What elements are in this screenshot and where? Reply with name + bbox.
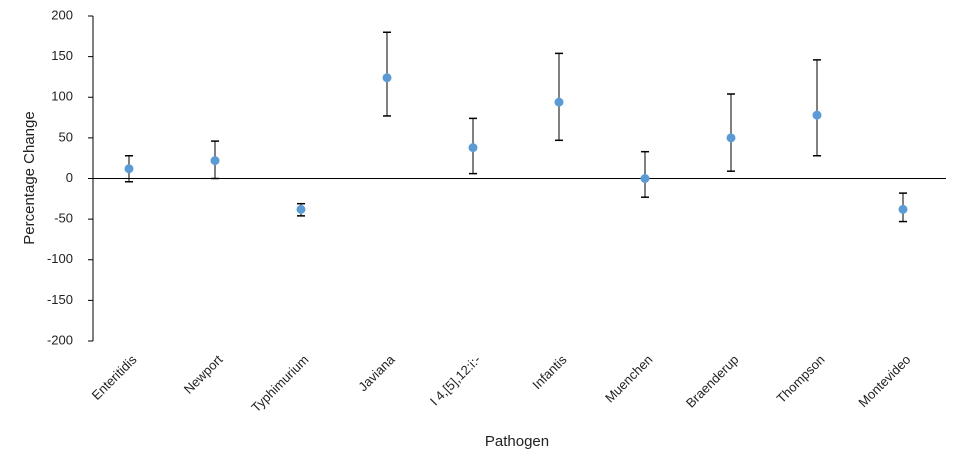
y-tick-label: -100 [47,251,73,266]
x-tick-label: I 4,[5],12:i:- [427,352,484,409]
x-tick-label: Montevideo [855,352,913,410]
x-tick-label: Thompson [774,352,828,406]
point [726,133,736,143]
x-axis-title: Pathogen [485,433,549,450]
point [210,156,220,166]
point [898,204,908,214]
point [296,204,306,214]
y-tick-label: -150 [47,292,73,307]
x-tick-label: Javiana [355,351,398,394]
y-tick-label: 100 [51,89,73,104]
x-tick-label: Newport [181,352,226,397]
x-tick-label: Muenchen [602,352,656,406]
point [124,164,134,174]
y-axis-title: Percentage Change [21,111,38,244]
x-tick-label: Typhimurium [248,352,311,415]
point [468,143,478,153]
y-tick-label: 50 [59,129,73,144]
y-tick-label: -50 [54,211,73,226]
x-tick-label: Braenderup [683,352,742,411]
point [554,97,564,107]
point [640,174,650,183]
y-tick-label: -200 [47,332,73,347]
y-tick-label: 150 [51,48,73,63]
x-tick-label: Infantis [529,352,570,393]
point [382,73,392,83]
x-tick-label: Enteritidis [89,352,140,403]
y-tick-label: 0 [66,170,73,185]
point [812,110,822,120]
y-tick-label: 200 [51,7,73,22]
